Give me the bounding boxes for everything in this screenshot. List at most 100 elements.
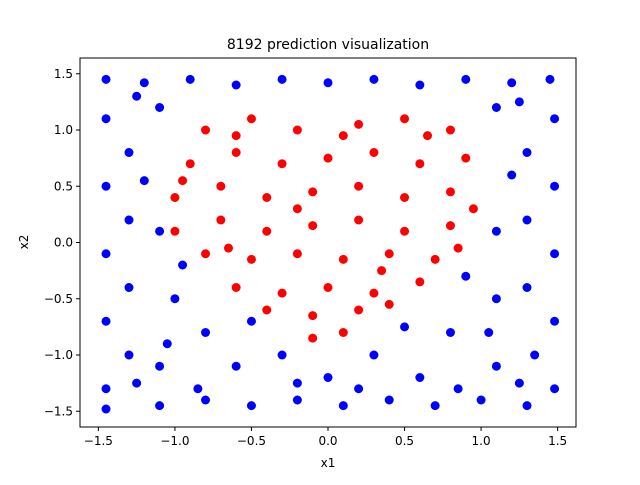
scatter-point (461, 271, 471, 281)
y-tick-label: 0.0 (54, 236, 73, 250)
scatter-point (415, 159, 425, 169)
scatter-point (231, 361, 241, 371)
scatter-point (453, 243, 463, 253)
scatter-point (430, 254, 440, 264)
scatter-point (101, 114, 111, 124)
scatter-point (400, 193, 410, 202)
scatter-point (201, 249, 211, 259)
scatter-point (155, 361, 165, 371)
scatter-point (461, 153, 471, 163)
scatter-point (445, 187, 455, 197)
scatter-point (139, 78, 149, 88)
scatter-point (262, 226, 272, 236)
scatter-point (369, 288, 379, 298)
scatter-point (231, 148, 241, 157)
scatter-point (193, 384, 203, 394)
scatter-point (124, 148, 134, 157)
scatter-point (507, 78, 517, 88)
scatter-point (338, 401, 348, 411)
scatter-point (178, 260, 188, 270)
scatter-point (522, 148, 532, 157)
scatter-point (170, 294, 180, 304)
scatter-point (400, 226, 410, 236)
scatter-point (476, 395, 486, 405)
scatter-point (514, 378, 524, 388)
scatter-point (400, 114, 410, 124)
scatter-point (124, 283, 134, 292)
x-tick-label: −1.0 (160, 434, 189, 448)
scatter-point (292, 249, 302, 259)
x-tick-label: −1.5 (84, 434, 113, 448)
scatter-point (124, 215, 134, 225)
scatter-point (377, 266, 387, 276)
scatter-point (445, 328, 455, 337)
y-tick-label: −1.5 (44, 404, 73, 418)
scatter-point (453, 384, 463, 394)
scatter-point (216, 181, 226, 191)
scatter-point (101, 384, 111, 394)
scatter-point (415, 80, 425, 90)
scatter-point (308, 187, 318, 197)
x-tick-label: 1.5 (548, 434, 567, 448)
scatter-point (522, 215, 532, 225)
scatter-point (415, 277, 425, 287)
scatter-point (277, 74, 287, 84)
scatter-point (423, 131, 433, 141)
scatter-point (384, 395, 394, 405)
scatter-point (101, 181, 111, 191)
scatter-point (491, 103, 501, 112)
scatter-point (170, 193, 180, 202)
scatter-point (223, 243, 233, 253)
scatter-point (201, 395, 211, 405)
scatter-point (246, 316, 256, 326)
scatter-point (369, 74, 379, 84)
scatter-point (468, 204, 478, 214)
scatter-point (369, 350, 379, 360)
scatter-point (101, 404, 111, 414)
scatter-point (550, 181, 560, 191)
scatter-point (384, 299, 394, 309)
scatter-point (262, 305, 272, 315)
scatter-point (132, 378, 142, 388)
scatter-point (155, 401, 165, 411)
scatter-point (231, 80, 241, 90)
scatter-point (545, 74, 555, 84)
scatter-point (323, 373, 333, 382)
scatter-point (124, 350, 134, 360)
scatter-point (354, 181, 364, 191)
scatter-point (338, 254, 348, 264)
scatter-point (246, 114, 256, 124)
y-axis-label: x2 (17, 235, 31, 250)
scatter-point (550, 114, 560, 124)
x-tick-label: −0.5 (237, 434, 266, 448)
scatter-point (139, 176, 149, 186)
scatter-point (277, 350, 287, 360)
scatter-point (162, 339, 172, 349)
scatter-point (445, 221, 455, 231)
scatter-point (354, 305, 364, 315)
scatter-point (415, 373, 425, 382)
scatter-point (491, 226, 501, 236)
scatter-point (338, 328, 348, 337)
y-tick-label: 1.0 (54, 123, 73, 137)
scatter-point (491, 294, 501, 304)
y-axis-ticks: −1.5 −1.0 −0.5 0.0 0.5 1.0 1.5 (44, 67, 80, 418)
scatter-point (101, 249, 111, 259)
scatter-point (550, 249, 560, 259)
scatter-point (308, 333, 318, 343)
scatter-point (430, 401, 440, 411)
scatter-point (277, 288, 287, 298)
scatter-point (231, 131, 241, 141)
y-tick-label: −1.0 (44, 348, 73, 362)
scatter-point (323, 283, 333, 292)
scatter-point (507, 170, 517, 180)
scatter-point (308, 221, 318, 231)
points-layer (101, 74, 560, 414)
scatter-point (308, 311, 318, 321)
scatter-point (354, 215, 364, 225)
scatter-point (170, 226, 180, 236)
scatter-point (178, 176, 188, 186)
scatter-point (101, 316, 111, 326)
